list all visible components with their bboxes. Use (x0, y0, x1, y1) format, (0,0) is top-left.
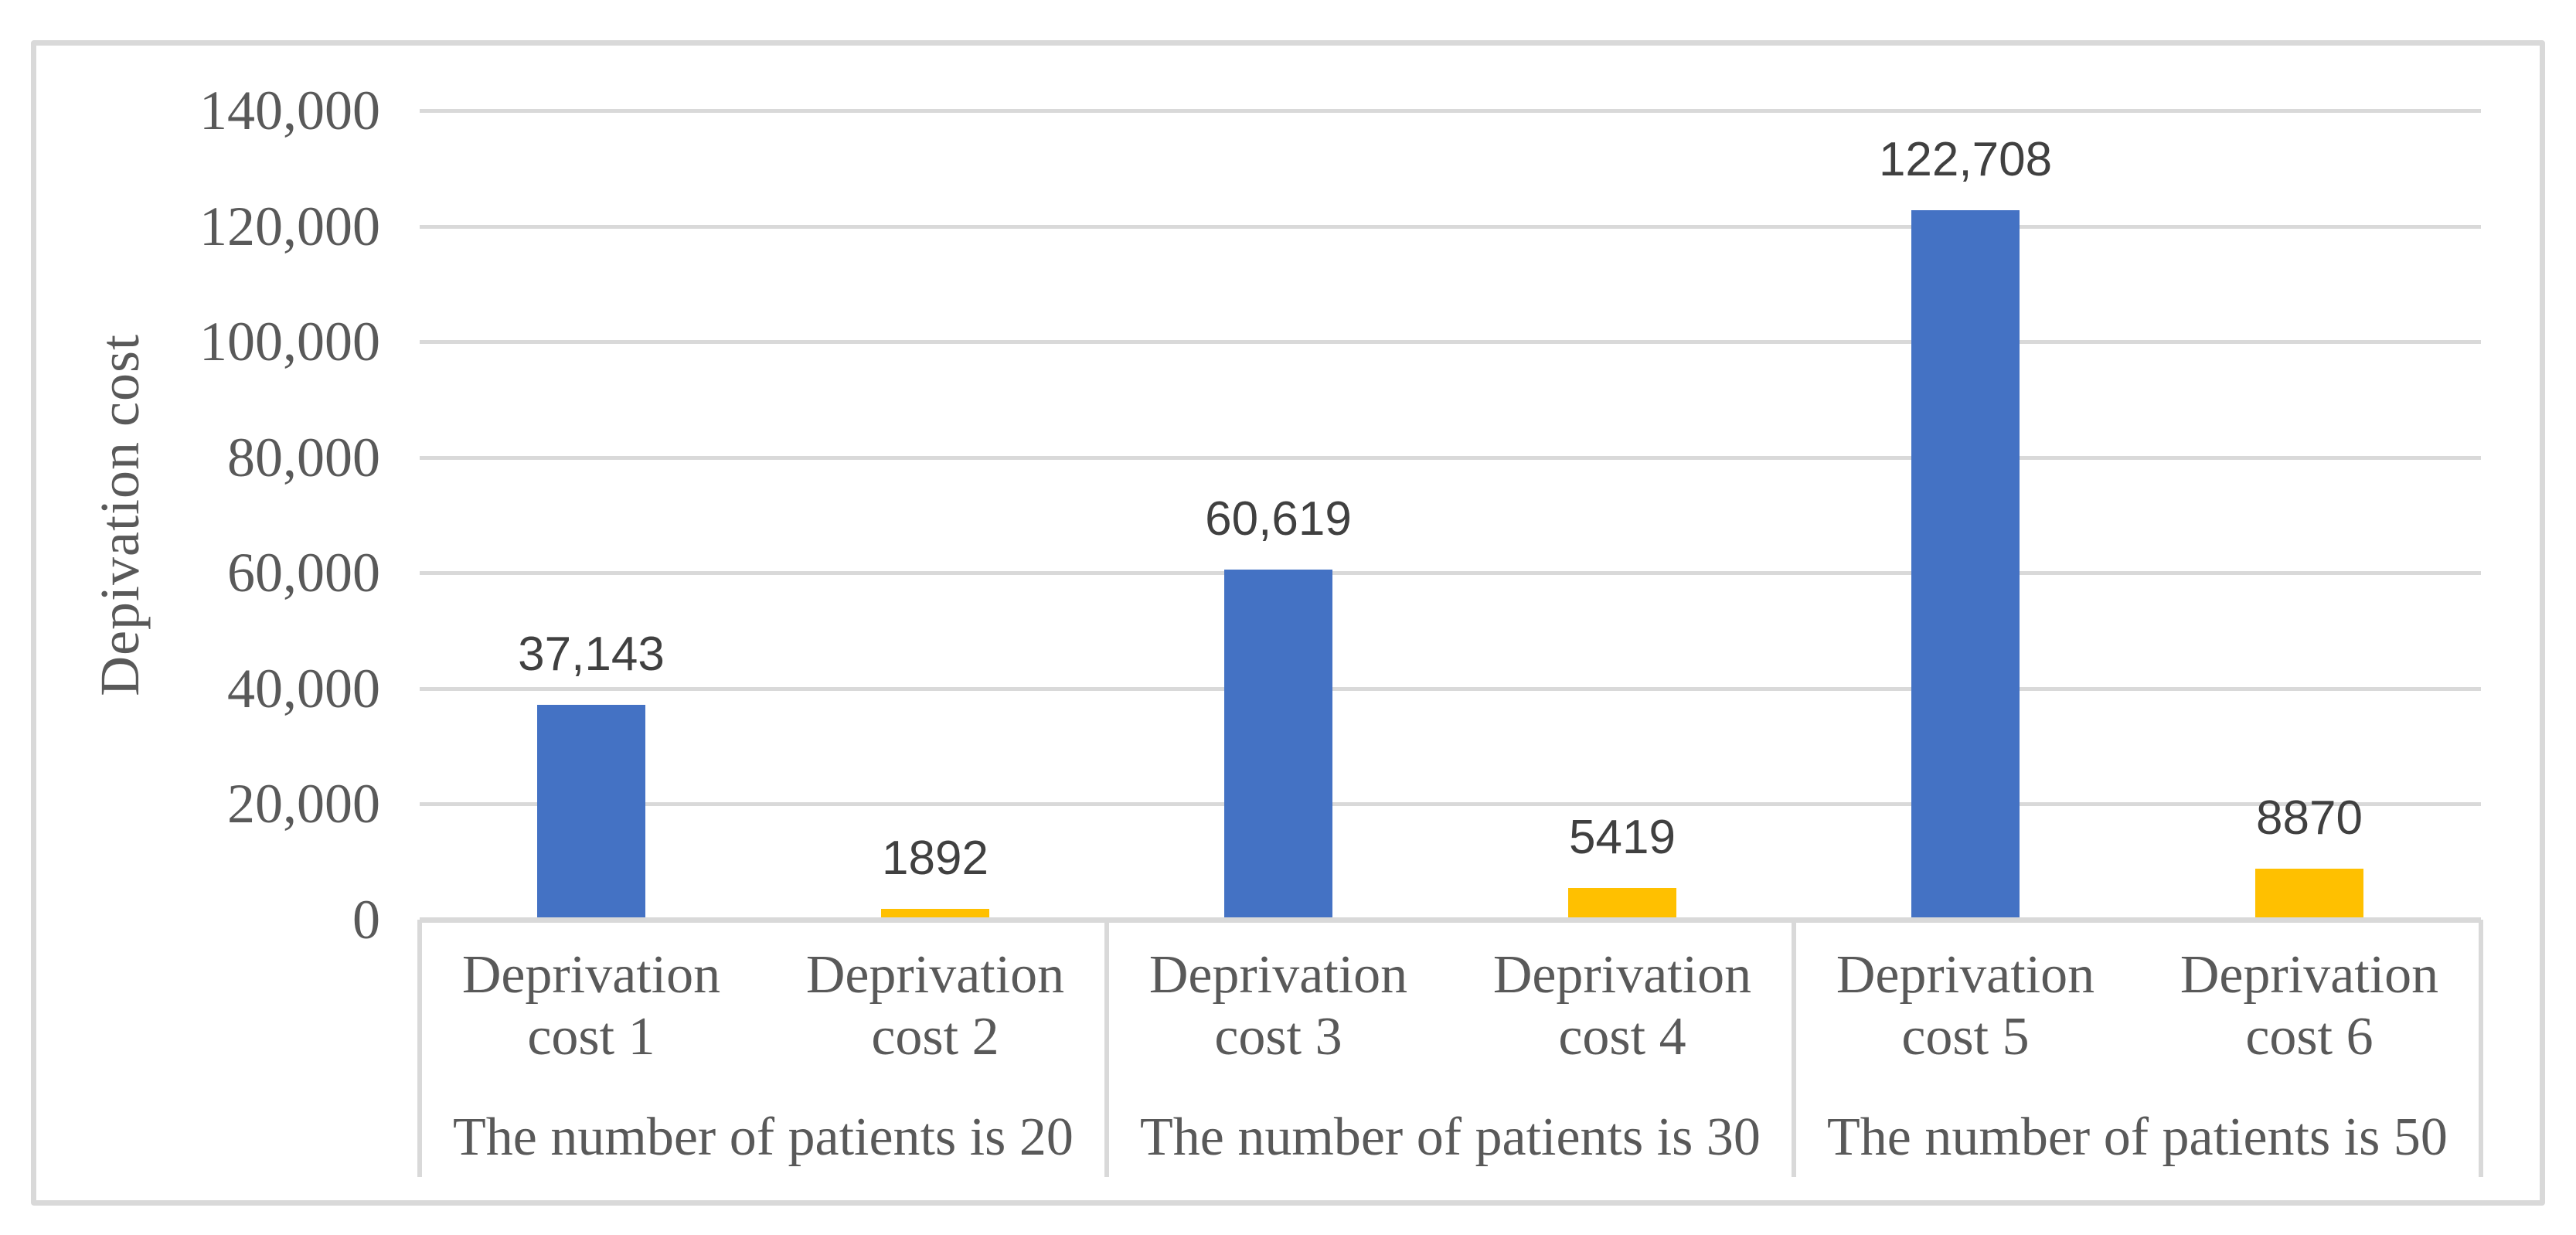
category-label: Deprivation cost 4 (1492, 945, 1752, 1067)
bar-value-label: 60,619 (1205, 492, 1352, 546)
category-label: Deprivation cost 6 (2180, 945, 2439, 1067)
y-axis-title-text: Depivation cost (88, 334, 151, 696)
bar-value-label: 5419 (1569, 811, 1676, 864)
y-tick-label: 100,000 (199, 311, 380, 373)
gridline (420, 456, 2481, 460)
y-tick-label: 80,000 (227, 427, 380, 488)
y-tick-label: 40,000 (227, 658, 380, 720)
bar-value-label: 1892 (882, 832, 989, 885)
bar (2255, 869, 2363, 920)
category-divider (1792, 920, 1796, 1177)
category-divider (417, 920, 422, 1177)
category-label: Deprivation cost 1 (461, 945, 721, 1067)
x-axis-line (420, 917, 2481, 923)
gridline (420, 109, 2481, 113)
bar (537, 705, 645, 920)
y-tick-label: 0 (352, 889, 380, 951)
group-label: The number of patients is 20 (453, 1107, 1074, 1167)
gridline (420, 225, 2481, 229)
gridline (420, 571, 2481, 575)
bar-value-label: 37,143 (518, 628, 665, 681)
bar-value-label: 8870 (2256, 791, 2363, 845)
category-label: Deprivation cost 5 (1836, 945, 2095, 1067)
y-tick-label: 60,000 (227, 542, 380, 604)
gridline (420, 340, 2481, 344)
bar (1911, 210, 2020, 920)
category-label: Deprivation cost 3 (1148, 945, 1408, 1067)
bar (1224, 570, 1332, 920)
y-tick-label: 140,000 (199, 80, 380, 141)
category-divider (2479, 920, 2483, 1177)
gridline (420, 802, 2481, 806)
bar-value-label: 122,708 (1878, 133, 2053, 186)
group-label: The number of patients is 30 (1140, 1107, 1761, 1167)
category-label: Deprivation cost 2 (805, 945, 1065, 1067)
bar (881, 909, 989, 920)
y-tick-label: 120,000 (199, 196, 380, 257)
group-label: The number of patients is 50 (1827, 1107, 2448, 1167)
category-divider (1104, 920, 1109, 1177)
gridline (420, 687, 2481, 691)
bar (1568, 888, 1676, 920)
y-tick-label: 20,000 (227, 773, 380, 835)
